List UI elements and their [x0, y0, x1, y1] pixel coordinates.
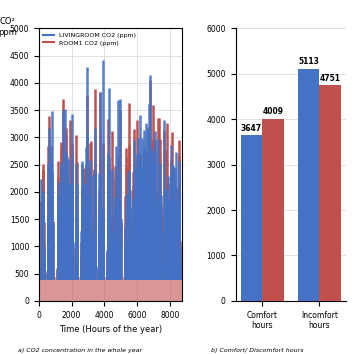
Bar: [319, 85, 341, 301]
Text: 3647: 3647: [241, 124, 262, 133]
Legend: LIVINGROOM CO2 (ppm), ROOM1 CO2 (ppm): LIVINGROOM CO2 (ppm), ROOM1 CO2 (ppm): [42, 32, 138, 47]
Bar: [241, 135, 262, 301]
Bar: [262, 119, 284, 301]
Y-axis label: CO²
ppm: CO² ppm: [0, 17, 17, 37]
Text: 4009: 4009: [263, 107, 283, 116]
Text: 4751: 4751: [319, 74, 341, 82]
Text: a) CO2 concentration in the whole year: a) CO2 concentration in the whole year: [18, 348, 142, 353]
Bar: [298, 69, 319, 301]
X-axis label: Time (Hours of the year): Time (Hours of the year): [59, 325, 162, 334]
Text: b) Comfort/ Discomfort hours: b) Comfort/ Discomfort hours: [211, 348, 304, 353]
Text: 5113: 5113: [298, 57, 319, 66]
